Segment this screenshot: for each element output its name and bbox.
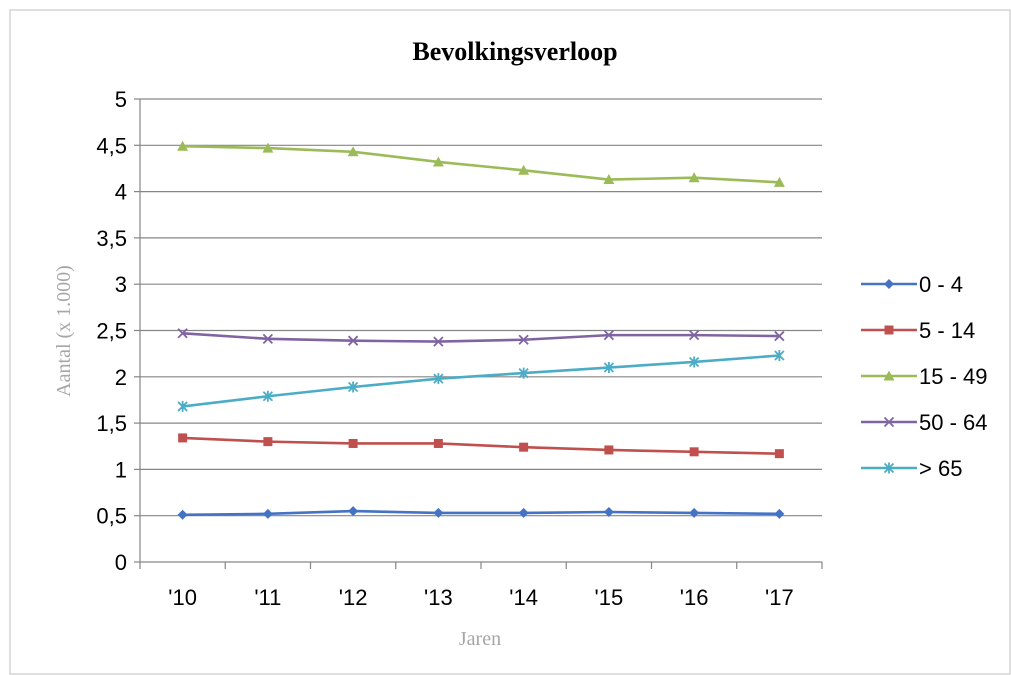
legend-entry: 50 - 64 — [861, 410, 988, 435]
y-axis-title: Aantal (x 1.000) — [53, 265, 75, 397]
legend-entry: 15 - 49 — [861, 364, 988, 389]
legend-entry: 0 - 4 — [861, 272, 963, 297]
legend-label: 15 - 49 — [919, 364, 988, 389]
axes: 0 0,5 1 1,5 2 2,5 3 3,5 4 4,5 5 '10 '11 '12 '13 '14 '15 '… — [96, 87, 823, 610]
y-tick-label: 4,5 — [96, 133, 127, 158]
data-point — [348, 506, 359, 517]
data-point — [774, 350, 785, 362]
legend-swatch-marker — [884, 325, 894, 335]
data-point — [603, 362, 615, 374]
data-point — [432, 156, 444, 167]
data-point — [774, 508, 785, 519]
chart-title: Bevolkingsverloop — [412, 37, 617, 66]
y-tick-label: 2,5 — [96, 319, 127, 344]
series-line — [182, 331, 780, 343]
data-point — [518, 334, 529, 345]
y-tick-label: 1,5 — [96, 411, 127, 436]
data-point — [518, 367, 529, 379]
data-point — [177, 509, 188, 520]
data-point — [689, 507, 700, 518]
data-point — [773, 176, 785, 187]
data-point — [262, 142, 274, 153]
series-line — [182, 436, 780, 455]
data-point — [262, 333, 274, 344]
y-tick-label: 3,5 — [96, 226, 127, 251]
legend-label: 50 - 64 — [919, 410, 988, 435]
y-tick-label: 2 — [115, 365, 127, 390]
series-line — [182, 144, 780, 184]
data-point — [689, 447, 699, 457]
y-tick-label: 0,5 — [96, 504, 127, 529]
data-point — [347, 381, 359, 393]
data-point — [519, 442, 529, 452]
series-0 — [177, 506, 785, 520]
data-point — [774, 449, 784, 459]
data-point — [774, 330, 785, 342]
series-2 — [177, 140, 785, 187]
x-axis-title: Jaren — [459, 628, 501, 650]
legend-entry: 5 - 14 — [861, 318, 975, 343]
legend: 0 - 4 5 - 14 15 - 49 50 - 64 > 65 — [861, 272, 988, 481]
x-tick-label: '10 — [168, 585, 197, 610]
legend-label: 0 - 4 — [919, 272, 963, 297]
chart-frame — [9, 9, 1011, 675]
series-3 — [177, 328, 785, 347]
x-tick-label: '11 — [254, 585, 281, 610]
data-point — [433, 438, 443, 448]
x-tick-label: '12 — [339, 585, 368, 610]
legend-entry: > 65 — [861, 456, 962, 481]
data-point — [263, 437, 273, 447]
data-point — [433, 507, 444, 518]
data-point — [688, 356, 700, 368]
data-point — [518, 507, 529, 518]
y-tick-label: 0 — [115, 550, 127, 575]
data-point — [347, 146, 359, 157]
y-tick-label: 3 — [115, 272, 127, 297]
series-group — [177, 140, 785, 520]
x-tick-label: '14 — [509, 585, 538, 610]
series-1 — [178, 433, 784, 459]
data-point — [262, 390, 274, 402]
data-point — [518, 164, 530, 175]
y-tick-label: 1 — [115, 457, 127, 482]
data-point — [178, 433, 188, 443]
data-point — [177, 328, 188, 339]
legend-swatch-marker — [883, 370, 895, 381]
legend-swatch-marker — [883, 416, 895, 428]
data-point — [688, 172, 700, 183]
data-point — [177, 400, 188, 412]
data-point — [347, 335, 359, 346]
data-point — [603, 174, 615, 185]
legend-label: 5 - 14 — [919, 318, 975, 343]
data-point — [433, 336, 444, 347]
data-point — [688, 329, 700, 341]
x-tick-label: '13 — [424, 585, 453, 610]
x-tick-label: '16 — [680, 585, 709, 610]
data-point — [433, 373, 444, 385]
legend-swatch-marker — [884, 279, 894, 289]
y-tick-label: 5 — [115, 87, 127, 112]
series-line — [182, 509, 780, 517]
y-tick-label: 4 — [115, 180, 127, 205]
series-line — [182, 354, 780, 408]
data-point — [348, 438, 358, 448]
data-point — [177, 140, 189, 151]
data-point — [603, 329, 615, 341]
data-point — [604, 445, 614, 455]
series-4 — [177, 350, 785, 412]
data-point — [603, 506, 614, 517]
x-tick-label: '15 — [595, 585, 624, 610]
x-tick-label: '17 — [765, 585, 794, 610]
legend-swatch-marker — [883, 462, 895, 474]
gridlines — [140, 98, 822, 517]
data-point — [262, 508, 273, 519]
legend-label: > 65 — [919, 456, 962, 481]
